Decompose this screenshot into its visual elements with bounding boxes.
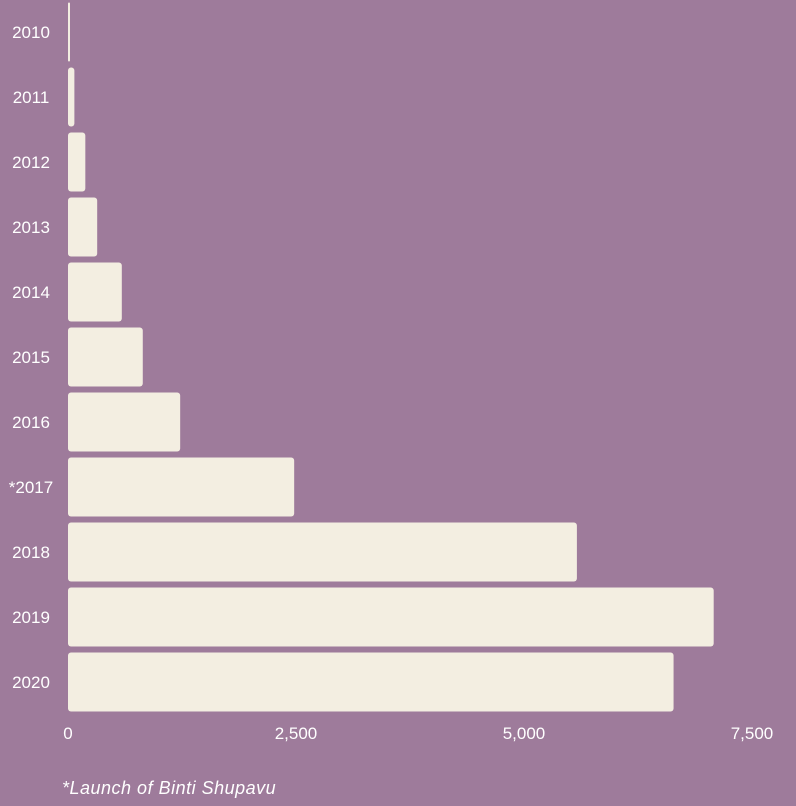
x-tick-label-7500: 7,500 bbox=[731, 724, 774, 743]
y-tick-label-2013: 2013 bbox=[12, 218, 50, 237]
y-tick-label-2018: 2018 bbox=[12, 543, 50, 562]
y-tick-label-2014: 2014 bbox=[12, 283, 50, 302]
y-tick-label-2016: 2016 bbox=[12, 413, 50, 432]
bar-2010 bbox=[68, 2, 70, 62]
bar-2013 bbox=[68, 197, 98, 257]
x-tick-label-5000: 5,000 bbox=[503, 724, 546, 743]
y-tick-label-2020: 2020 bbox=[12, 673, 50, 692]
y-tick-label-2017: *2017 bbox=[9, 478, 53, 497]
bar-2012 bbox=[68, 132, 86, 192]
bar-2014 bbox=[68, 262, 122, 322]
x-tick-label-2500: 2,500 bbox=[275, 724, 318, 743]
bar-2011 bbox=[68, 67, 75, 127]
y-tick-labels: 2010 2011 2012 2013 2014 2015 2016 *2017 2018 201… bbox=[9, 23, 53, 692]
y-tick-label-2015: 2015 bbox=[12, 348, 50, 367]
bar-2016 bbox=[68, 392, 181, 452]
bar-2020 bbox=[68, 652, 674, 712]
y-tick-label-2012: 2012 bbox=[12, 153, 50, 172]
bar-2017 bbox=[68, 457, 295, 517]
y-tick-label-2011: 2011 bbox=[13, 88, 50, 107]
x-tick-label-0: 0 bbox=[63, 724, 72, 743]
y-tick-label-2019: 2019 bbox=[12, 608, 50, 627]
y-tick-label-2010: 2010 bbox=[12, 23, 50, 42]
footnote: *Launch of Binti Shupavu bbox=[62, 778, 277, 798]
x-tick-labels: 0 2,500 5,000 7,500 bbox=[63, 724, 773, 743]
bar-2019 bbox=[68, 587, 714, 647]
bar-2015 bbox=[68, 327, 143, 387]
bars-group bbox=[68, 2, 714, 712]
bar-2018 bbox=[68, 522, 577, 582]
